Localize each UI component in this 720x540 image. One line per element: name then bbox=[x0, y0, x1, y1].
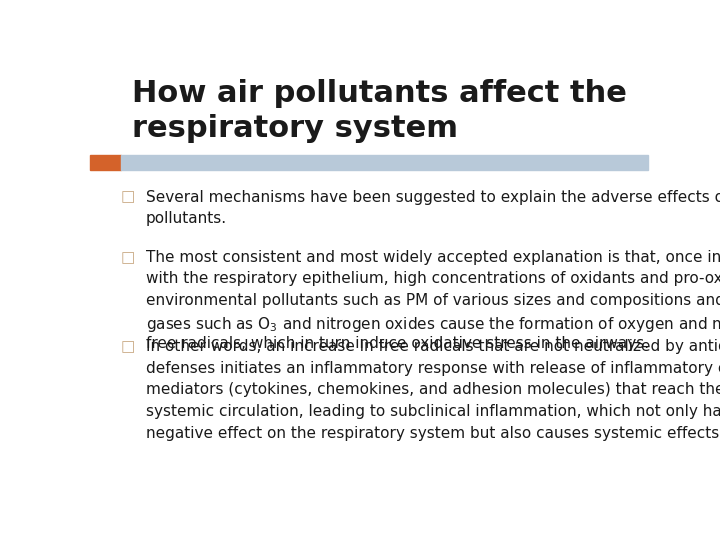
Text: □: □ bbox=[121, 190, 135, 205]
Text: Several mechanisms have been suggested to explain the adverse effects of air: Several mechanisms have been suggested t… bbox=[145, 190, 720, 205]
Text: gases such as O$_3$ and nitrogen oxides cause the formation of oxygen and nitrog: gases such as O$_3$ and nitrogen oxides … bbox=[145, 315, 720, 334]
Text: pollutants.: pollutants. bbox=[145, 211, 227, 226]
Text: with the respiratory epithelium, high concentrations of oxidants and pro-oxidant: with the respiratory epithelium, high co… bbox=[145, 272, 720, 286]
Bar bbox=[121, 154, 648, 170]
Text: free radicals, which in turn induce oxidative stress in the airways.: free radicals, which in turn induce oxid… bbox=[145, 336, 649, 352]
Text: In other words, an increase in free radicals that are not neutralized by antioxi: In other words, an increase in free radi… bbox=[145, 339, 720, 354]
Text: defenses initiates an inflammatory response with release of inflammatory cells a: defenses initiates an inflammatory respo… bbox=[145, 361, 720, 376]
Text: □: □ bbox=[121, 339, 135, 354]
Bar bbox=[90, 154, 121, 170]
Text: The most consistent and most widely accepted explanation is that, once in contac: The most consistent and most widely acce… bbox=[145, 250, 720, 265]
Text: systemic circulation, leading to subclinical inflammation, which not only has a: systemic circulation, leading to subclin… bbox=[145, 404, 720, 419]
Text: negative effect on the respiratory system but also causes systemic effects.: negative effect on the respiratory syste… bbox=[145, 426, 720, 441]
Text: How air pollutants affect the
respiratory system: How air pollutants affect the respirator… bbox=[132, 79, 626, 143]
Text: environmental pollutants such as PM of various sizes and compositions and in: environmental pollutants such as PM of v… bbox=[145, 293, 720, 308]
Text: mediators (cytokines, chemokines, and adhesion molecules) that reach the: mediators (cytokines, chemokines, and ad… bbox=[145, 382, 720, 397]
Text: □: □ bbox=[121, 250, 135, 265]
